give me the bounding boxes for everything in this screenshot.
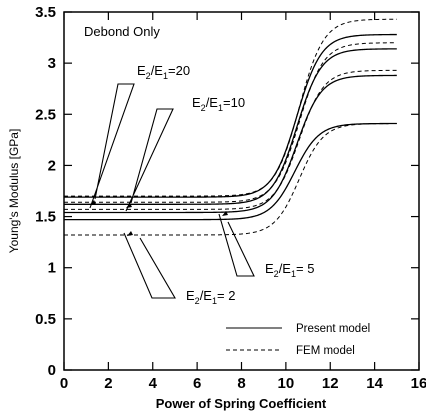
leader-line [125,108,174,212]
y-tick-label: 3.5 [35,4,56,21]
plot-frame [63,11,420,371]
series-present-ratio-10 [64,48,397,205]
leader-line [89,83,135,209]
y-tick-label: 3 [48,55,56,72]
annotation-ratio-20: E2/E1=20 [89,63,190,209]
annotation-ratio-10: E2/E1=10 [125,95,245,212]
y-tick-label: 1.5 [35,209,56,226]
panel-label: Debond Only [84,24,160,39]
annotation-label: E2/E1= 5 [265,261,314,279]
x-tick-labels: 0 2 4 6 8 10 12 14 16 [60,375,426,392]
y-axis-label: Young's Modulus [GPa] [7,129,21,254]
y-tick-label: 0 [48,362,56,379]
x-tick-label: 4 [149,375,158,392]
y-tick-label: 2.5 [35,106,56,123]
series-fem-ratio-2 [64,123,397,236]
x-tick-label: 12 [322,375,339,392]
leader-line [218,213,255,277]
x-tick-label: 10 [278,375,295,392]
leader-arrowhead [90,200,96,205]
annotation-ratio-2: E2/E1= 2 [123,231,235,306]
annotation-label: E2/E1= 2 [186,288,235,306]
annotation-ratio-5: E2/E1= 5 [218,211,314,279]
x-tick-label: 14 [366,375,383,392]
leader-arrowhead [126,203,132,208]
x-tick-label: 0 [60,375,68,392]
annotation-label: E2/E1=20 [137,63,190,81]
axis-ticks [63,11,420,371]
x-tick-label: 8 [237,375,245,392]
series-present-ratio-5 [64,74,397,214]
annotation-label: E2/E1=10 [192,95,245,113]
series-fem-ratio-10 [64,42,397,203]
y-tick-label: 0.5 [35,311,56,328]
x-tick-label: 6 [193,375,201,392]
legend-present-label: Present model [296,323,370,335]
legend-fem-label: FEM model [296,345,355,357]
series-present-ratio-20 [64,33,397,198]
series-layer [64,18,397,236]
y-tick-label: 1 [48,260,56,277]
x-tick-label: 2 [104,375,112,392]
series-fem-ratio-20 [64,18,397,197]
legend: Present model FEM model [226,323,370,357]
y-tick-labels: 0 0.5 1 1.5 2 2.5 3 3.5 [35,4,56,379]
x-axis-label: Power of Spring Coefficient [156,396,327,411]
leader-line [123,232,176,299]
leader-arrowhead [127,231,133,236]
y-tick-label: 2 [48,157,56,174]
leader-arrowhead [222,211,228,216]
series-present-ratio-2 [64,122,397,221]
x-tick-label: 16 [411,375,426,392]
